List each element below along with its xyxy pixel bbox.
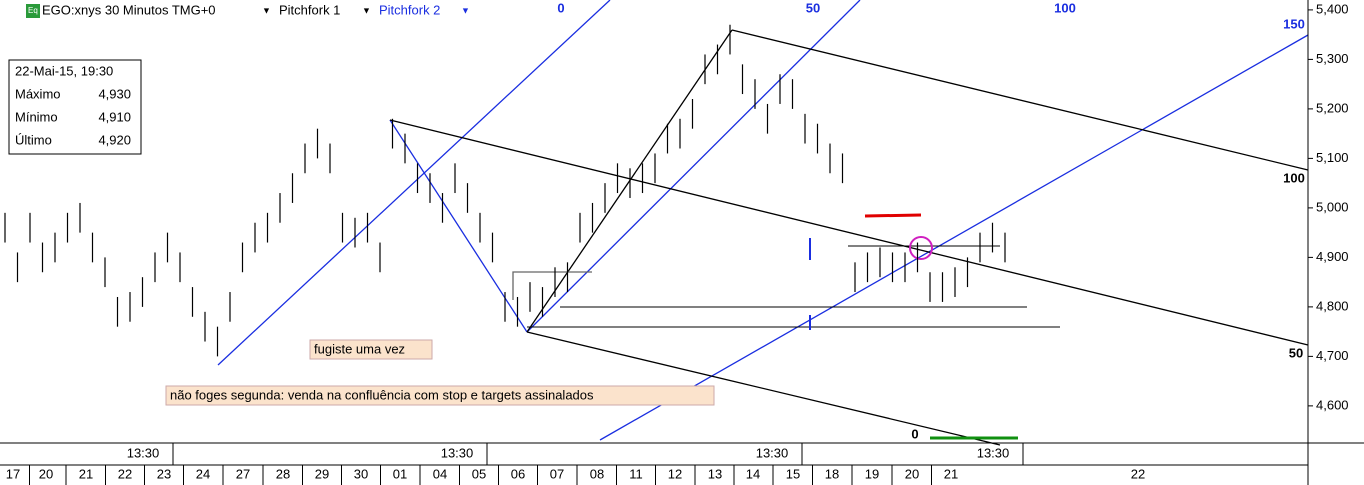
confluence-circle	[909, 236, 933, 260]
day-label: 22	[118, 466, 132, 481]
info-label: Máximo	[15, 86, 61, 101]
day-label: 04	[433, 466, 447, 481]
blue-fork-line	[599, 34, 1309, 441]
blue-swing-line	[389, 119, 528, 333]
eq-icon-text: Eq	[28, 6, 38, 15]
y-tick-label: 5,100	[1316, 150, 1349, 165]
note: não foges segunda: venda na confluência …	[170, 387, 594, 402]
price-bars	[4, 24, 1006, 357]
toolbar-item[interactable]: Pitchfork 2	[379, 2, 440, 17]
day-label: 11	[629, 466, 643, 481]
day-label: 05	[472, 466, 486, 481]
day-label: 18	[825, 466, 839, 481]
info-date: 22-Mai-15, 19:30	[15, 63, 113, 78]
day-label: 22	[1131, 466, 1145, 481]
fork-label: 0	[557, 0, 564, 15]
black-fork-line	[731, 29, 1309, 171]
fork-label: 50	[1289, 345, 1303, 360]
time-label: 13:30	[977, 445, 1010, 460]
info-label: Mínimo	[15, 109, 58, 124]
info-value: 4,930	[98, 86, 131, 101]
blue-fork-line	[217, 0, 611, 366]
day-label: 24	[196, 466, 210, 481]
black-fork-line	[389, 119, 1309, 346]
y-tick-label: 5,200	[1316, 100, 1349, 115]
y-tick-label: 4,700	[1316, 348, 1349, 363]
day-label: 20	[39, 466, 53, 481]
fork-label: 150	[1283, 16, 1305, 31]
fork-label: 0	[911, 426, 918, 441]
y-tick-label: 4,900	[1316, 249, 1349, 264]
info-box	[8, 59, 142, 155]
y-tick-label: 5,400	[1316, 1, 1349, 16]
fork-label: 50	[806, 0, 820, 15]
time-label: 13:30	[441, 445, 474, 460]
toolbar-item[interactable]: Pitchfork 1	[279, 2, 340, 17]
stop-line	[864, 213, 922, 218]
y-tick-label: 4,600	[1316, 397, 1349, 412]
day-label: 21	[79, 466, 93, 481]
note: fugiste uma vez	[314, 341, 405, 356]
day-label: 13	[708, 466, 722, 481]
drawings	[217, 0, 1309, 446]
day-label: 14	[746, 466, 760, 481]
day-label: 20	[905, 466, 919, 481]
day-label: 12	[668, 466, 682, 481]
chart-title: EGO:xnys 30 Minutos TMG+0	[42, 2, 216, 17]
note-box	[165, 385, 715, 406]
day-label: 28	[276, 466, 290, 481]
dropdown-arrow[interactable]: ▼	[262, 5, 271, 15]
info-value: 4,910	[98, 109, 131, 124]
fork-label: 100	[1054, 0, 1076, 15]
dropdown-arrow[interactable]: ▼	[362, 5, 371, 15]
note-box	[309, 339, 433, 360]
time-label: 13:30	[127, 445, 160, 460]
fork-label: 100	[1283, 170, 1305, 185]
y-tick-label: 4,800	[1316, 298, 1349, 313]
day-label: 21	[944, 466, 958, 481]
day-label: 30	[354, 466, 368, 481]
day-label: 08	[590, 466, 604, 481]
dropdown-arrow[interactable]: ▼	[461, 5, 470, 15]
info-value: 4,920	[98, 132, 131, 147]
day-label: 07	[550, 466, 564, 481]
day-label: 15	[786, 466, 800, 481]
time-label: 13:30	[756, 445, 789, 460]
eq-icon	[26, 4, 40, 18]
y-tick-label: 5,000	[1316, 199, 1349, 214]
day-label: 29	[315, 466, 329, 481]
y-tick-label: 5,300	[1316, 51, 1349, 66]
blue-fork-line	[526, 0, 861, 333]
day-label: 06	[511, 466, 525, 481]
day-label: 27	[236, 466, 250, 481]
box-line	[512, 271, 592, 300]
day-label: 19	[865, 466, 879, 481]
info-label: Último	[15, 132, 52, 147]
day-label: 01	[393, 466, 407, 481]
black-fork-line	[526, 331, 1001, 446]
day-label: 23	[157, 466, 171, 481]
day-label: 17	[6, 466, 20, 481]
